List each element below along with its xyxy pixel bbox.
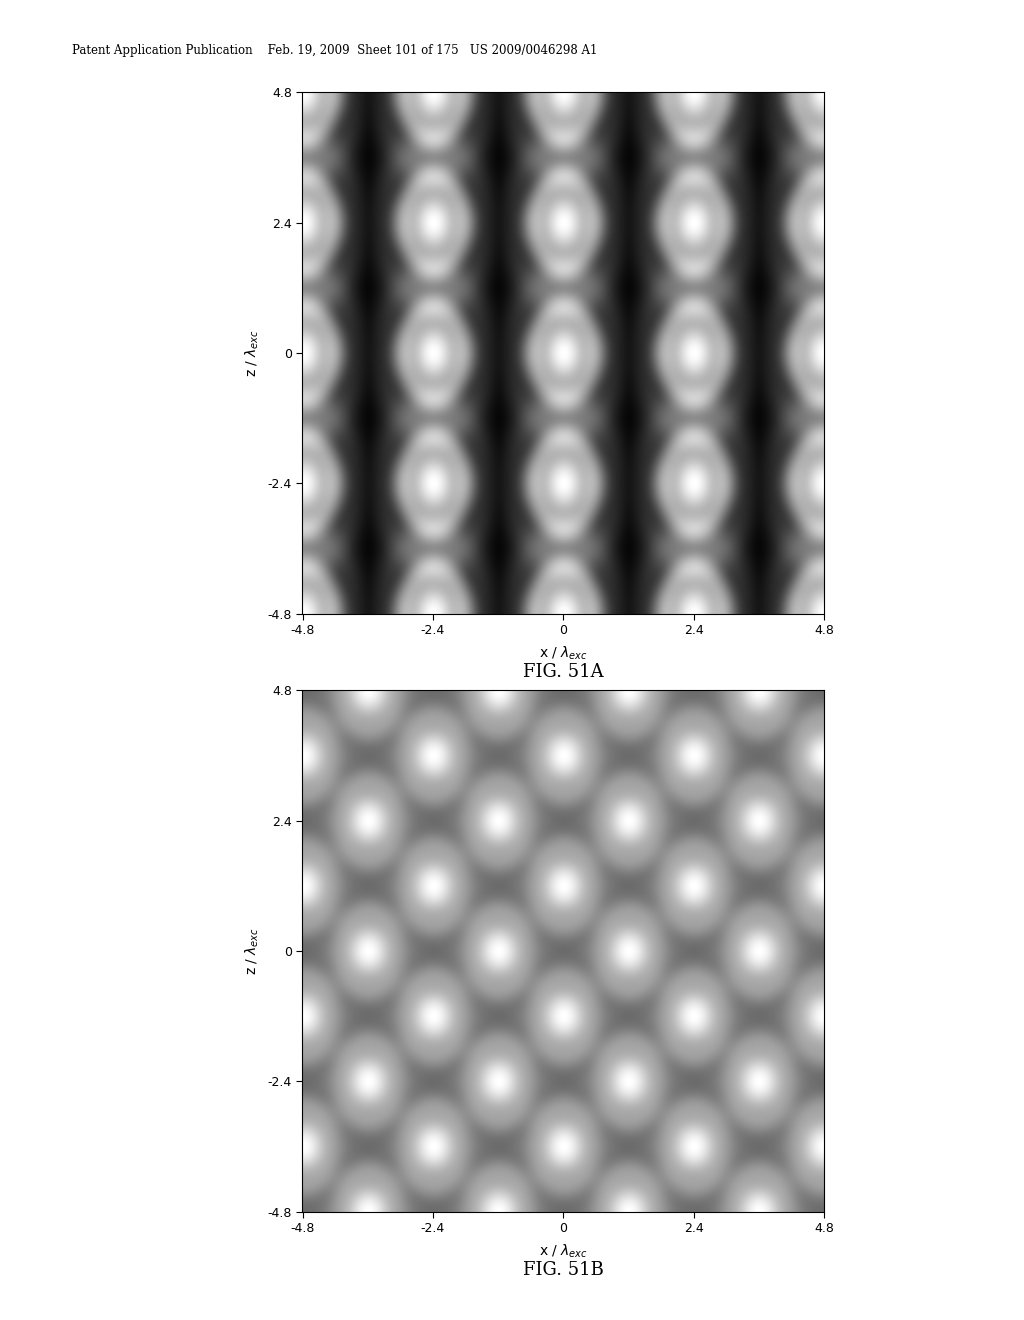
Y-axis label: z / $\lambda_{exc}$: z / $\lambda_{exc}$ (244, 927, 261, 975)
X-axis label: x / $\lambda_{exc}$: x / $\lambda_{exc}$ (539, 1242, 588, 1259)
Text: FIG. 51B: FIG. 51B (523, 1261, 603, 1279)
X-axis label: x / $\lambda_{exc}$: x / $\lambda_{exc}$ (539, 644, 588, 661)
Text: Patent Application Publication    Feb. 19, 2009  Sheet 101 of 175   US 2009/0046: Patent Application Publication Feb. 19, … (72, 44, 597, 57)
Text: FIG. 51A: FIG. 51A (523, 663, 603, 681)
Y-axis label: z / $\lambda_{exc}$: z / $\lambda_{exc}$ (244, 329, 261, 378)
